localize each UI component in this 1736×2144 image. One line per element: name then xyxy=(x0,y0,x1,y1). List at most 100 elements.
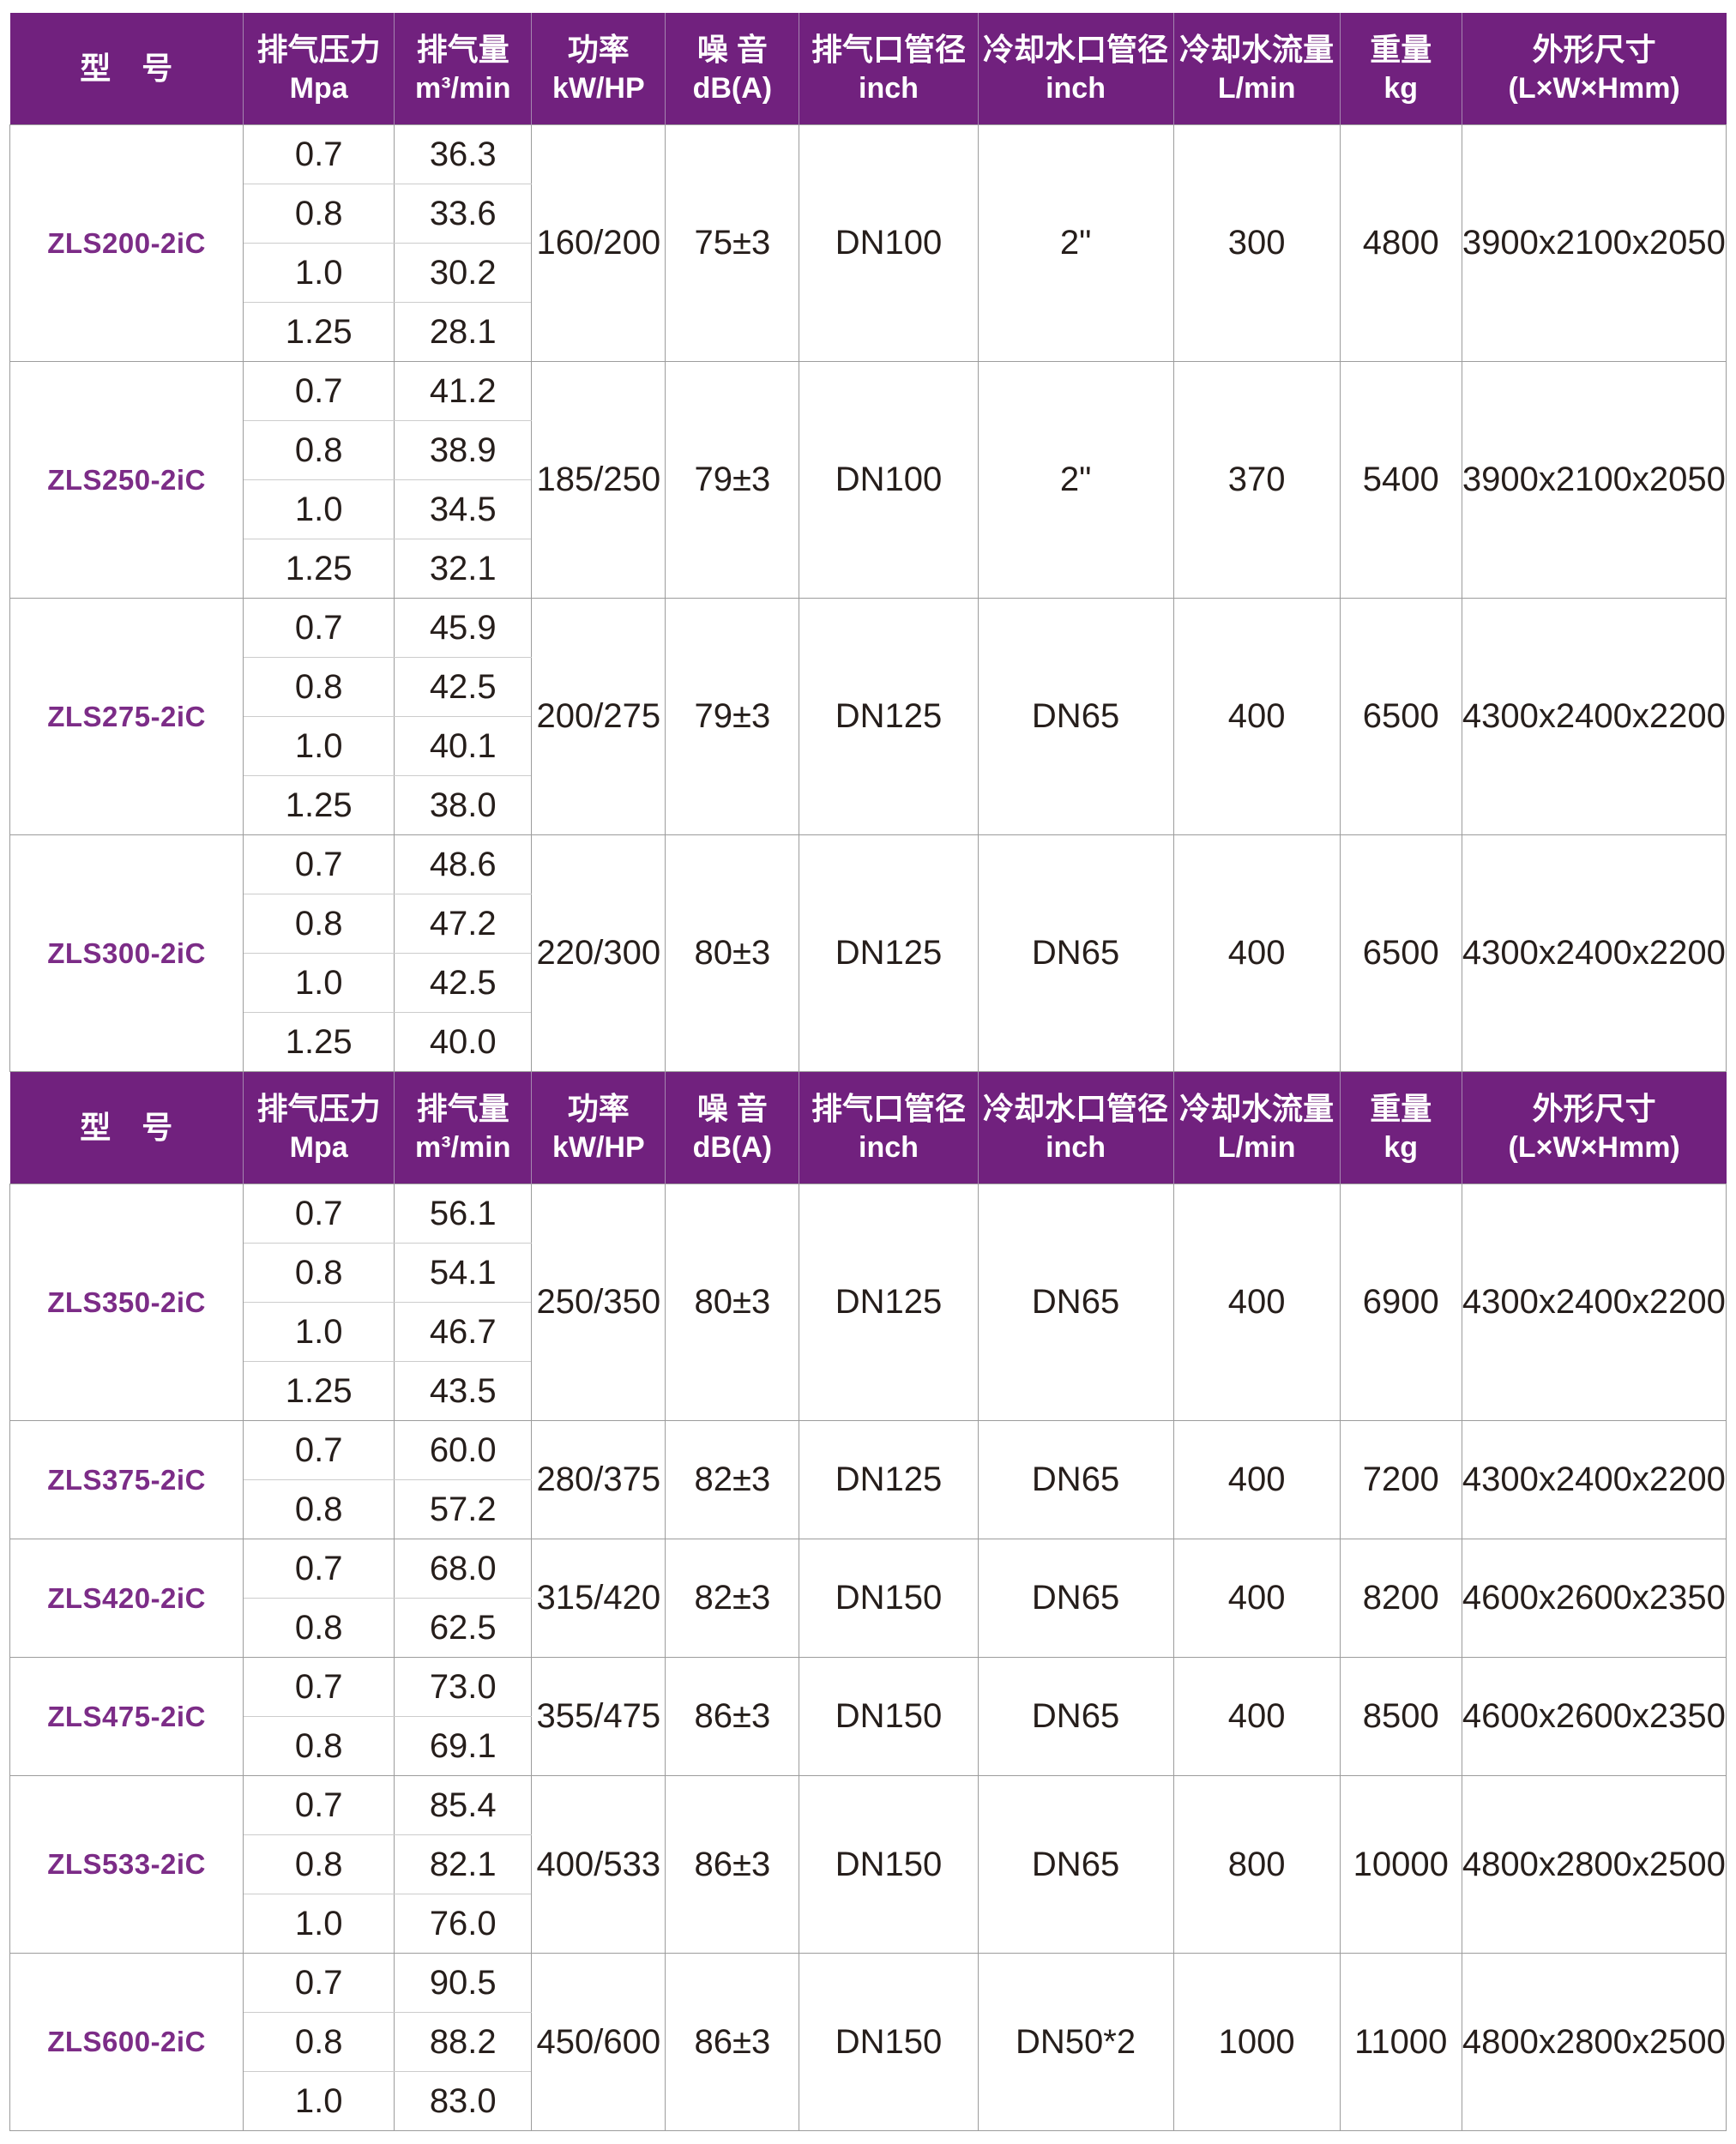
pressure-cell: 0.8 xyxy=(243,894,395,954)
pressure-cell: 0.8 xyxy=(243,420,395,480)
table-row: ZLS275-2iC 0.7 45.9 200/275 79±3 DN125 DN65 400… xyxy=(9,598,1727,835)
table-row: 1.0 76.0 xyxy=(10,1894,1727,1954)
exhaust-port-cell: DN100 xyxy=(799,361,979,599)
weight-cell: 4800 xyxy=(1339,124,1462,362)
dimensions-cell: 4600x2600x2350 xyxy=(1461,1657,1727,1776)
column-header: 外形尺寸 (L×W×Hmm) xyxy=(1461,13,1727,125)
cooling-port-cell: DN50*2 xyxy=(977,1953,1174,2131)
weight-cell: 6500 xyxy=(1339,834,1462,1072)
pressure-cell: 1.25 xyxy=(243,1361,395,1421)
noise-cell: 86±3 xyxy=(665,1953,800,2131)
cooling-flow-cell: 400 xyxy=(1172,598,1341,835)
displacement-cell: 40.1 xyxy=(394,716,533,776)
model-cell: ZLS350-2iC xyxy=(9,1183,244,1421)
column-header: 型 号 xyxy=(9,1071,244,1184)
cooling-port-cell: DN65 xyxy=(977,1539,1174,1658)
column-header: 排气口管径 inch xyxy=(799,13,979,125)
column-header-line2: inch xyxy=(1046,72,1106,105)
table-row: 1.25 38.0 xyxy=(10,775,1727,835)
column-header-line2: dB(A) xyxy=(692,72,773,105)
displacement-cell: 36.3 xyxy=(394,124,533,184)
exhaust-port-cell: DN100 xyxy=(799,124,979,362)
dimensions-cell: 4800x2800x2500 xyxy=(1461,1775,1727,1954)
pressure-cell: 0.8 xyxy=(243,1834,395,1894)
column-header: 冷却水口管径 inch xyxy=(977,1071,1174,1184)
pressure-cell: 1.0 xyxy=(243,243,395,303)
column-header: 型 号 xyxy=(9,13,244,125)
dimensions-cell: 3900x2100x2050 xyxy=(1461,361,1727,599)
column-header-line1: 冷却水流量 xyxy=(1179,31,1335,67)
cooling-port-cell: DN65 xyxy=(977,1183,1174,1421)
header-row-2: 型 号 排气压力 Mpa 排气量 m³/min 功率 kW/HP 噪 音 dB(A) 排气口管径 i… xyxy=(9,1071,1727,1184)
cooling-port-cell: DN65 xyxy=(977,834,1174,1072)
column-header-line2: (L×W×Hmm) xyxy=(1508,72,1680,105)
cooling-flow-cell: 300 xyxy=(1172,124,1341,362)
table-row: ZLS375-2iC 0.7 60.0 280/375 82±3 DN125 DN65 400… xyxy=(9,1420,1727,1539)
power-cell: 185/250 xyxy=(531,361,666,599)
model-cell: ZLS275-2iC xyxy=(9,598,244,835)
column-header-line1: 噪 音 xyxy=(696,1090,768,1126)
column-header-line1: 型 号 xyxy=(80,50,173,86)
weight-cell: 8200 xyxy=(1339,1539,1462,1658)
column-header: 噪 音 dB(A) xyxy=(665,1071,800,1184)
column-header-line2: Mpa xyxy=(289,72,348,105)
displacement-cell: 62.5 xyxy=(394,1598,533,1658)
displacement-cell: 82.1 xyxy=(394,1834,533,1894)
displacement-cell: 28.1 xyxy=(394,302,533,362)
noise-cell: 86±3 xyxy=(665,1775,800,1954)
displacement-cell: 57.2 xyxy=(394,1479,533,1539)
table-row: 0.8 88.2 xyxy=(10,2012,1727,2072)
displacement-cell: 54.1 xyxy=(394,1243,533,1303)
column-header-line2: Mpa xyxy=(289,1131,348,1165)
table-row: 1.0 83.0 xyxy=(10,2071,1727,2131)
exhaust-port-cell: DN125 xyxy=(799,1420,979,1539)
displacement-cell: 43.5 xyxy=(394,1361,533,1421)
exhaust-port-cell: DN150 xyxy=(799,1657,979,1776)
table-row: 0.8 54.1 xyxy=(10,1243,1727,1303)
cooling-port-cell: DN65 xyxy=(977,598,1174,835)
noise-cell: 75±3 xyxy=(665,124,800,362)
cooling-flow-cell: 400 xyxy=(1172,1420,1341,1539)
displacement-cell: 46.7 xyxy=(394,1302,533,1362)
table-row: 0.8 42.5 xyxy=(10,657,1727,717)
table-row: ZLS475-2iC 0.7 73.0 355/475 86±3 DN150 DN65 400… xyxy=(9,1657,1727,1776)
pressure-cell: 0.7 xyxy=(243,124,395,184)
table-row: ZLS200-2iC 0.7 36.3 160/200 75±3 DN100 2" 300 48… xyxy=(9,124,1727,362)
noise-cell: 79±3 xyxy=(665,361,800,599)
column-header-line1: 排气量 xyxy=(416,31,509,67)
displacement-cell: 41.2 xyxy=(394,361,533,421)
column-header-line1: 功率 xyxy=(567,1090,630,1126)
table-row: ZLS420-2iC 0.7 68.0 315/420 82±3 DN150 DN65 400… xyxy=(9,1539,1727,1658)
pressure-cell: 0.8 xyxy=(243,1716,395,1776)
column-header-line1: 功率 xyxy=(567,31,630,67)
displacement-cell: 73.0 xyxy=(394,1657,533,1717)
noise-cell: 80±3 xyxy=(665,834,800,1072)
pressure-cell: 0.7 xyxy=(243,598,395,658)
pressure-cell: 0.7 xyxy=(243,1539,395,1599)
column-header-line1: 排气压力 xyxy=(256,1090,381,1126)
pressure-cell: 0.7 xyxy=(243,834,395,894)
cooling-port-cell: DN65 xyxy=(977,1420,1174,1539)
cooling-flow-cell: 400 xyxy=(1172,834,1341,1072)
noise-cell: 79±3 xyxy=(665,598,800,835)
power-cell: 250/350 xyxy=(531,1183,666,1421)
displacement-cell: 60.0 xyxy=(394,1420,533,1480)
column-header-line1: 排气口管径 xyxy=(811,1090,966,1126)
column-header-line1: 排气压力 xyxy=(256,31,381,67)
pressure-cell: 0.7 xyxy=(243,1183,395,1244)
weight-cell: 7200 xyxy=(1339,1420,1462,1539)
model-cell: ZLS600-2iC xyxy=(9,1953,244,2131)
column-header-line2: kg xyxy=(1383,72,1419,105)
column-header: 冷却水流量 L/min xyxy=(1172,1071,1341,1184)
power-cell: 160/200 xyxy=(531,124,666,362)
power-cell: 200/275 xyxy=(531,598,666,835)
column-header-line1: 重量 xyxy=(1370,31,1432,67)
column-header-line1: 外形尺寸 xyxy=(1532,1090,1656,1126)
column-header-line1: 冷却水口管径 xyxy=(983,1090,1169,1126)
column-header-line1: 外形尺寸 xyxy=(1532,31,1656,67)
column-header-line2: dB(A) xyxy=(692,1131,773,1165)
table-row: ZLS533-2iC 0.7 85.4 400/533 86±3 DN150 DN65 800… xyxy=(9,1775,1727,1954)
exhaust-port-cell: DN125 xyxy=(799,1183,979,1421)
column-header: 排气量 m³/min xyxy=(394,13,533,125)
